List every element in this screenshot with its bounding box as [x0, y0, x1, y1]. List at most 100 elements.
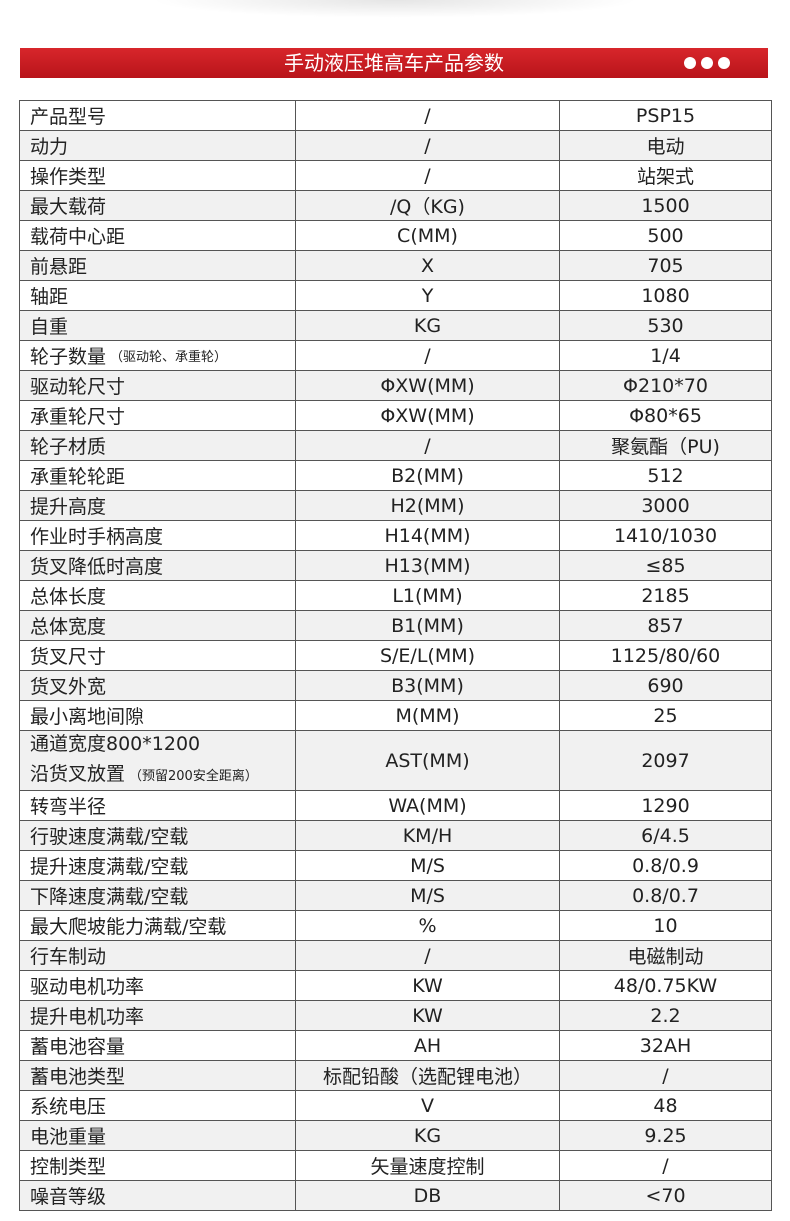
param-cell: 产品型号 — [20, 101, 296, 131]
param-name: 驱动轮尺寸 — [30, 376, 126, 398]
unit-cell: / — [296, 161, 560, 191]
unit-cell: / — [296, 341, 560, 371]
unit-cell: 标配铅酸（选配锂电池） — [296, 1061, 560, 1091]
unit-cell: KG — [296, 1121, 560, 1151]
value-cell: <70 — [560, 1181, 772, 1211]
value-cell: 聚氨酯（PU) — [560, 431, 772, 461]
param-cell: 电池重量 — [20, 1121, 296, 1151]
param-name: 转弯半径 — [30, 796, 107, 818]
table-row: 驱动轮尺寸 ΦXW(MM) Φ210*70 — [20, 371, 772, 401]
value-cell: 1/4 — [560, 341, 772, 371]
param-cell: 总体宽度 — [20, 611, 296, 641]
param-name: 产品型号 — [30, 106, 107, 128]
value-cell: Φ80*65 — [560, 401, 772, 431]
unit-cell: KM/H — [296, 821, 560, 851]
unit-cell: DB — [296, 1181, 560, 1211]
table-row: 转弯半径 WA(MM) 1290 — [20, 791, 772, 821]
param-name: 蓄电池容量 — [30, 1036, 126, 1058]
param-cell: 通道宽度800*1200 沿货叉放置 （预留200安全距离） — [20, 731, 296, 791]
unit-cell: / — [296, 131, 560, 161]
table-row: 电池重量 KG 9.25 — [20, 1121, 772, 1151]
param-cell: 承重轮尺寸 — [20, 401, 296, 431]
param-name: 最小离地间隙 — [30, 706, 145, 728]
param-name: 行车制动 — [30, 946, 107, 968]
table-row: 前悬距 X 705 — [20, 251, 772, 281]
param-cell: 货叉尺寸 — [20, 641, 296, 671]
table-row: 最大载荷/Q（KG) 1500 — [20, 191, 772, 221]
value-cell: 2185 — [560, 581, 772, 611]
value-cell: 690 — [560, 671, 772, 701]
param-name: 轮子数量 — [30, 346, 107, 368]
unit-cell: H13(MM) — [296, 551, 560, 581]
param-name: 操作类型 — [30, 166, 107, 188]
param-name: 控制类型 — [30, 1156, 107, 1178]
param-cell: 载荷中心距 — [20, 221, 296, 251]
value-cell: 512 — [560, 461, 772, 491]
unit-cell: ΦXW(MM) — [296, 371, 560, 401]
param-cell: 驱动电机功率 — [20, 971, 296, 1001]
unit-cell: B3(MM) — [296, 671, 560, 701]
unit-cell: L1(MM) — [296, 581, 560, 611]
param-name: 最大爬坡能力满载/空载 — [30, 916, 227, 938]
unit-cell: ΦXW(MM) — [296, 401, 560, 431]
param-name: 作业时手柄高度 — [30, 526, 164, 548]
param-cell: 驱动轮尺寸 — [20, 371, 296, 401]
value-cell: / — [560, 1061, 772, 1091]
unit-cell: % — [296, 911, 560, 941]
value-cell: 1500 — [560, 191, 772, 221]
table-row: 动力 / 电动 — [20, 131, 772, 161]
param-name: 动力 — [30, 136, 69, 158]
param-cell: 货叉外宽 — [20, 671, 296, 701]
header-bar: 手动液压堆高车产品参数 — [20, 48, 768, 78]
param-line: 通道宽度800*1200 — [30, 729, 258, 759]
value-cell: 站架式 — [560, 161, 772, 191]
param-name: 货叉外宽 — [30, 676, 107, 698]
table-row: 最小离地间隙 M(MM) 25 — [20, 701, 772, 731]
unit-cell: B1(MM) — [296, 611, 560, 641]
param-cell: 提升高度 — [20, 491, 296, 521]
param-lines: 通道宽度800*1200 沿货叉放置 （预留200安全距离） — [30, 729, 258, 792]
unit-cell: / — [296, 941, 560, 971]
unit-cell: X — [296, 251, 560, 281]
param-name: 沿货叉放置 — [30, 763, 126, 785]
param-cell: 系统电压 — [20, 1091, 296, 1121]
param-cell: 行驶速度满载/空载 — [20, 821, 296, 851]
param-name: 行驶速度满载/空载 — [30, 826, 189, 848]
param-name: 承重轮轮距 — [30, 466, 126, 488]
value-cell: 2.2 — [560, 1001, 772, 1031]
table-row: 轴距 Y 1080 — [20, 281, 772, 311]
param-cell: 提升电机功率 — [20, 1001, 296, 1031]
table-row: 载荷中心距 C(MM) 500 — [20, 221, 772, 251]
value-cell: 48 — [560, 1091, 772, 1121]
header-title: 手动液压堆高车产品参数 — [284, 51, 504, 75]
value-cell: 500 — [560, 221, 772, 251]
table-row: 控制类型 矢量速度控制 / — [20, 1151, 772, 1181]
value-cell: 6/4.5 — [560, 821, 772, 851]
unit-cell: M(MM) — [296, 701, 560, 731]
value-cell: 32AH — [560, 1031, 772, 1061]
value-cell: 9.25 — [560, 1121, 772, 1151]
top-shadow — [150, 0, 640, 18]
value-cell: 0.8/0.7 — [560, 881, 772, 911]
value-cell: 48/0.75KW — [560, 971, 772, 1001]
table-row: 作业时手柄高度 H14(MM) 1410/1030 — [20, 521, 772, 551]
spec-table: 产品型号 / PSP15 动力 / 电动 操作类型 / 站架式 最大载荷/Q（KG) 1500 载荷中… — [19, 100, 772, 1211]
param-cell: 最大载荷 — [20, 191, 296, 221]
table-row: 货叉外宽 B3(MM) 690 — [20, 671, 772, 701]
param-cell: 蓄电池类型 — [20, 1061, 296, 1091]
unit-cell: KW — [296, 1001, 560, 1031]
param-name: 载荷中心距 — [30, 226, 126, 248]
param-cell: 货叉降低时高度 — [20, 551, 296, 581]
param-name: 提升速度满载/空载 — [30, 856, 189, 878]
param-name: 轴距 — [30, 286, 69, 308]
param-cell: 噪音等级 — [20, 1181, 296, 1211]
param-name: 前悬距 — [30, 256, 88, 278]
unit-cell: / — [296, 431, 560, 461]
table-row: 轮子材质 / 聚氨酯（PU) — [20, 431, 772, 461]
value-cell: 857 — [560, 611, 772, 641]
param-name: 货叉降低时高度 — [30, 556, 164, 578]
table-row: 承重轮尺寸 ΦXW(MM) Φ80*65 — [20, 401, 772, 431]
param-cell: 最大爬坡能力满载/空载 — [20, 911, 296, 941]
param-note: （驱动轮、承重轮） — [110, 350, 228, 365]
unit-cell: C(MM) — [296, 221, 560, 251]
